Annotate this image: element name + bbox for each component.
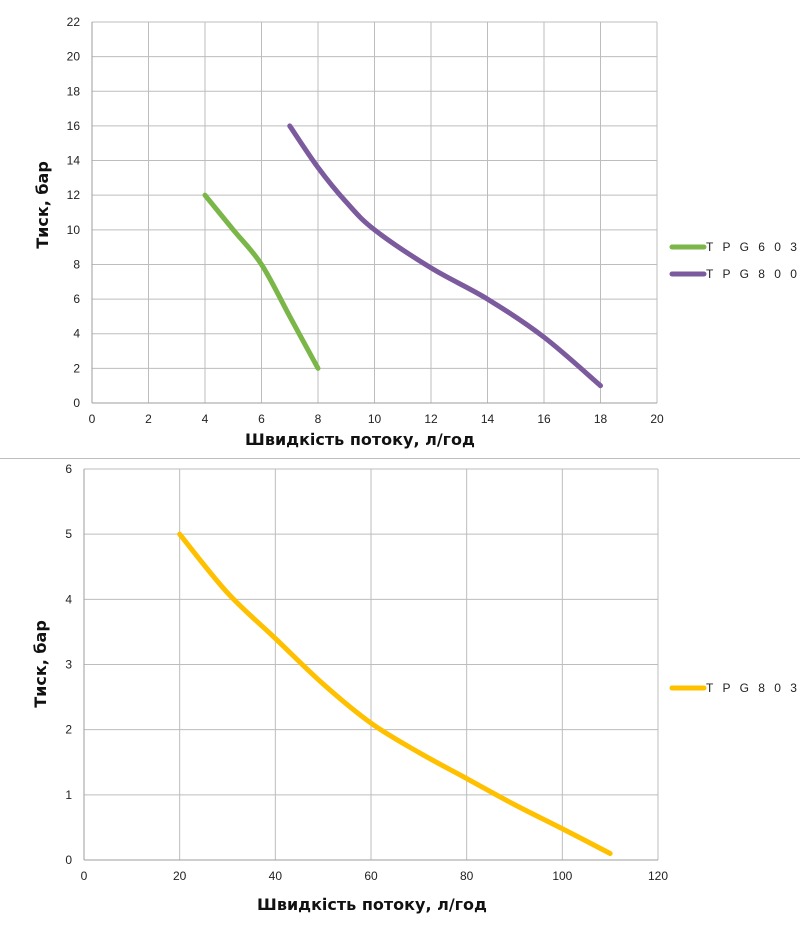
- series: [177, 531, 613, 856]
- y-tick-label: 20: [67, 50, 81, 64]
- x-tick-label: 10: [368, 412, 382, 426]
- y-axis-label: Тиск, бар: [33, 161, 52, 249]
- x-tick-label: 20: [173, 869, 187, 883]
- chart-top: 0 2 4 6 8 10 12 14 16 18 20 0 2 4 6 8 10 12 14 16 18 20 22 Шви…: [33, 15, 800, 449]
- y-tick-label: 18: [67, 84, 81, 98]
- tick-labels: 0 20 40 60 80 100 120 0 1 2 3 4 5 6: [65, 462, 668, 883]
- y-axis-label: Тиск, бар: [31, 620, 50, 708]
- x-tick-label: 40: [269, 869, 283, 883]
- y-tick-label: 8: [73, 257, 80, 271]
- y-tick-label: 4: [73, 327, 80, 341]
- y-tick-label: 6: [65, 462, 72, 476]
- y-tick-label: 0: [65, 853, 72, 867]
- legend: T P G 8 0 3 N: [669, 681, 800, 695]
- y-tick-label: 22: [67, 15, 81, 29]
- x-axis-label: Швидкість потоку, л/год: [245, 430, 475, 449]
- x-tick-label: 8: [315, 412, 322, 426]
- chart-bottom: 0 20 40 60 80 100 120 0 1 2 3 4 5 6 Швидкість потоку,…: [31, 462, 800, 914]
- y-tick-label: 12: [67, 188, 81, 202]
- x-tick-label: 20: [650, 412, 664, 426]
- y-tick-label: 2: [65, 723, 72, 737]
- legend-label: T P G 8 0 3 N: [706, 681, 800, 695]
- y-tick-label: 16: [67, 119, 81, 133]
- x-tick-label: 0: [81, 869, 88, 883]
- x-tick-label: 100: [552, 869, 572, 883]
- grid: [91, 21, 658, 404]
- x-tick-label: 14: [481, 412, 495, 426]
- legend-label: T P G 8 0 0 N: [706, 267, 800, 281]
- series-line: [287, 123, 603, 389]
- x-tick-label: 18: [594, 412, 608, 426]
- x-tick-label: 0: [89, 412, 96, 426]
- tick-labels: 0 2 4 6 8 10 12 14 16 18 20 0 2 4 6 8 10 12 14 16 18 20 22: [67, 15, 664, 426]
- y-tick-label: 14: [67, 154, 81, 168]
- x-tick-label: 2: [145, 412, 152, 426]
- y-tick-label: 4: [65, 592, 72, 606]
- x-tick-label: 120: [648, 869, 668, 883]
- y-tick-label: 3: [65, 658, 72, 672]
- y-tick-label: 5: [65, 527, 72, 541]
- x-tick-label: 12: [424, 412, 438, 426]
- x-tick-label: 6: [258, 412, 265, 426]
- chart-panel-bottom: 0 20 40 60 80 100 120 0 1 2 3 4 5 6 Швидкість потоку,…: [0, 459, 800, 931]
- y-tick-label: 6: [73, 292, 80, 306]
- y-tick-label: 1: [65, 788, 72, 802]
- x-tick-label: 4: [202, 412, 209, 426]
- series-line: [202, 192, 321, 371]
- x-tick-label: 80: [460, 869, 474, 883]
- x-tick-label: 16: [537, 412, 551, 426]
- series: [202, 123, 603, 389]
- legend: T P G 6 0 3 N T P G 8 0 0 N: [669, 240, 800, 281]
- legend-label: T P G 6 0 3 N: [706, 240, 800, 254]
- x-tick-label: 60: [364, 869, 378, 883]
- axes: [83, 469, 658, 861]
- x-axis-label: Швидкість потоку, л/год: [257, 895, 487, 914]
- series-line: [177, 531, 613, 856]
- y-tick-label: 0: [73, 396, 80, 410]
- grid: [83, 468, 659, 861]
- y-tick-label: 2: [73, 361, 80, 375]
- axes: [91, 22, 657, 404]
- chart-panel-top: 0 2 4 6 8 10 12 14 16 18 20 0 2 4 6 8 10 12 14 16 18 20 22 Шви…: [0, 0, 800, 459]
- y-tick-label: 10: [67, 223, 81, 237]
